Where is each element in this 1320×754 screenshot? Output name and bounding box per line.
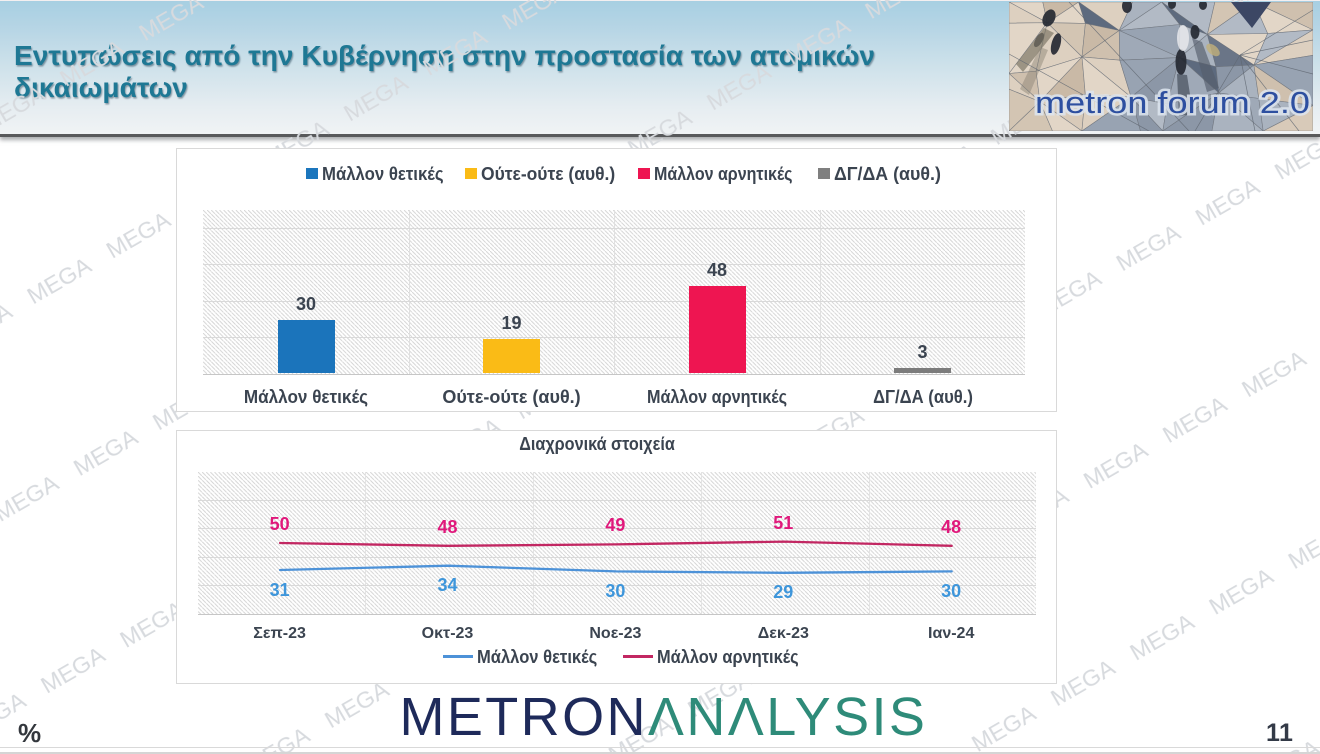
svg-text:metron forum 2.0: metron forum 2.0: [1035, 85, 1310, 120]
